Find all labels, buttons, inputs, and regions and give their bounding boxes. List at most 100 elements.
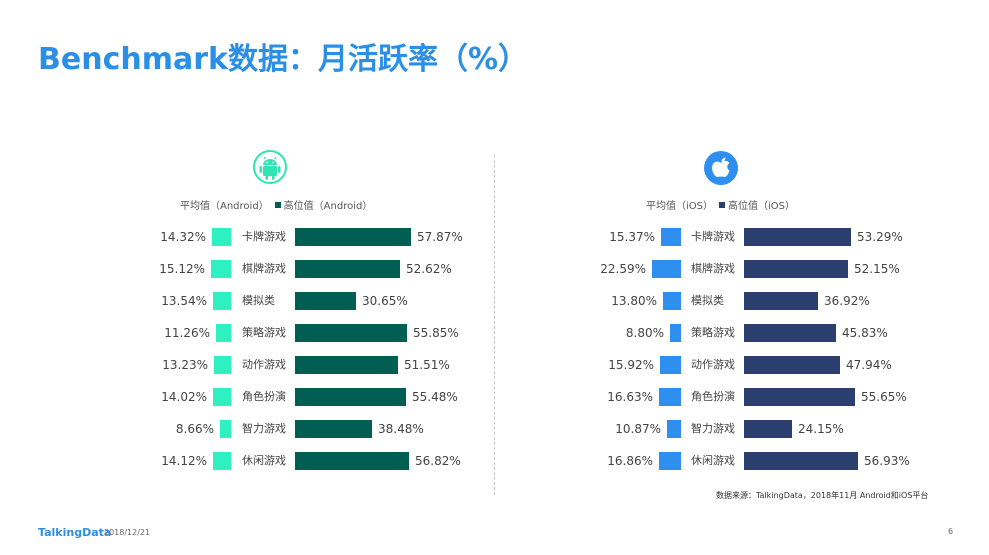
legend-android-high: 高位值（Android） — [283, 201, 373, 212]
ios-high-value-label: 45.83% — [842, 326, 888, 340]
ios-chart-row: 13.80% 模拟类 36.92% — [0, 292, 989, 310]
data-source: 数据来源：TalkingData，2018年11月 Android和iOS平台 — [716, 491, 929, 500]
android-high-value-label: 57.87% — [417, 230, 463, 244]
ios-avg-bar — [659, 452, 681, 470]
ios-avg-bar — [652, 260, 681, 278]
android-chart-row: 11.26% 策略游戏 55.85% — [0, 324, 989, 342]
ios-chart-row: 22.59% 棋牌游戏 52.15% — [0, 260, 989, 278]
android-high-bar — [295, 292, 356, 310]
page-number: 6 — [948, 527, 954, 536]
ios-high-bar — [744, 292, 818, 310]
android-high-bar — [295, 356, 398, 374]
android-category-label: 卡牌游戏 — [242, 230, 286, 243]
android-avg-bar — [214, 356, 231, 374]
android-category-label: 棋牌游戏 — [242, 262, 286, 275]
android-avg-value-label: 14.02% — [161, 390, 207, 404]
ios-avg-value-label: 16.86% — [607, 454, 653, 468]
android-avg-bar — [211, 260, 231, 278]
ios-category-label: 模拟类 — [691, 294, 724, 307]
legend-android-high-swatch — [274, 201, 281, 208]
android-avg-value-label: 14.32% — [160, 230, 206, 244]
ios-high-value-label: 24.15% — [798, 422, 844, 436]
ios-high-bar — [744, 356, 840, 374]
ios-legend: 平均值（iOS） 高位值（iOS） — [646, 197, 795, 212]
ios-avg-value-label: 15.37% — [609, 230, 655, 244]
ios-high-value-label: 56.93% — [864, 454, 910, 468]
ios-high-bar — [744, 324, 836, 342]
android-avg-bar — [213, 452, 231, 470]
android-high-value-label: 56.82% — [415, 454, 461, 468]
ios-high-bar — [744, 420, 792, 438]
android-avg-bar — [212, 228, 231, 246]
ios-avg-bar — [670, 324, 681, 342]
ios-avg-bar — [661, 228, 681, 246]
android-high-bar — [295, 260, 400, 278]
android-category-label: 策略游戏 — [242, 326, 286, 339]
legend-android-avg: 平均值（Android） — [180, 201, 269, 212]
ios-high-value-label: 55.65% — [861, 390, 907, 404]
ios-chart-row: 16.86% 休闲游戏 56.93% — [0, 452, 989, 470]
android-high-value-label: 38.48% — [378, 422, 424, 436]
android-legend: 平均值（Android） 高位值（Android） — [180, 197, 372, 212]
ios-high-bar — [744, 228, 851, 246]
ios-category-label: 棋牌游戏 — [691, 262, 735, 275]
ios-category-label: 策略游戏 — [691, 326, 735, 339]
android-avg-bar — [220, 420, 231, 438]
android-high-value-label: 55.48% — [412, 390, 458, 404]
ios-avg-bar — [663, 292, 681, 310]
android-chart-row: 14.32% 卡牌游戏 57.87% — [0, 228, 989, 246]
ios-high-bar — [744, 388, 855, 406]
ios-high-bar — [744, 452, 858, 470]
ios-avg-bar — [667, 420, 681, 438]
android-avg-value-label: 13.54% — [161, 294, 207, 308]
ios-avg-bar — [659, 388, 681, 406]
android-category-label: 角色扮演 — [242, 390, 286, 403]
android-high-bar — [295, 420, 372, 438]
ios-chart-row: 10.87% 智力游戏 24.15% — [0, 420, 989, 438]
android-category-label: 智力游戏 — [242, 422, 286, 435]
legend-ios-high: 高位值（iOS） — [728, 201, 795, 212]
panel-divider — [494, 155, 495, 495]
ios-avg-value-label: 16.63% — [607, 390, 653, 404]
android-avg-value-label: 13.23% — [162, 358, 208, 372]
android-avg-value-label: 15.12% — [159, 262, 205, 276]
ios-high-bar — [744, 260, 848, 278]
talkingdata-logo: TalkingData — [38, 526, 112, 539]
android-icon — [253, 150, 287, 184]
android-avg-bar — [213, 388, 231, 406]
page-title: Benchmark数据：月活跃率（%） — [38, 42, 529, 77]
ios-chart-row: 15.92% 动作游戏 47.94% — [0, 356, 989, 374]
ios-avg-value-label: 8.80% — [625, 326, 664, 340]
android-high-value-label: 30.65% — [362, 294, 408, 308]
android-chart-row: 13.54% 模拟类 30.65% — [0, 292, 989, 310]
android-category-label: 模拟类 — [242, 294, 275, 307]
ios-chart-row: 16.63% 角色扮演 55.65% — [0, 388, 989, 406]
android-avg-bar — [216, 324, 231, 342]
ios-chart-row: 8.80% 策略游戏 45.83% — [0, 324, 989, 342]
android-category-label: 动作游戏 — [242, 358, 286, 371]
footer-date: 2018/12/21 — [104, 528, 151, 537]
android-chart-row: 15.12% 棋牌游戏 52.62% — [0, 260, 989, 278]
legend-ios-avg: 平均值（iOS） — [646, 201, 713, 212]
ios-high-value-label: 47.94% — [846, 358, 892, 372]
ios-chart-row: 15.37% 卡牌游戏 53.29% — [0, 228, 989, 246]
ios-avg-value-label: 15.92% — [608, 358, 654, 372]
android-chart-row: 14.12% 休闲游戏 56.82% — [0, 452, 989, 470]
android-high-value-label: 52.62% — [406, 262, 452, 276]
android-avg-bar — [213, 292, 231, 310]
android-high-bar — [295, 228, 411, 246]
ios-category-label: 智力游戏 — [691, 422, 735, 435]
android-high-bar — [295, 324, 407, 342]
ios-category-label: 卡牌游戏 — [691, 230, 735, 243]
android-avg-value-label: 14.12% — [161, 454, 207, 468]
android-high-bar — [295, 388, 406, 406]
apple-icon — [704, 151, 738, 185]
ios-avg-value-label: 10.87% — [615, 422, 661, 436]
ios-high-value-label: 52.15% — [854, 262, 900, 276]
android-avg-value-label: 11.26% — [164, 326, 210, 340]
android-avg-value-label: 8.66% — [175, 422, 214, 436]
ios-avg-value-label: 22.59% — [600, 262, 646, 276]
android-category-label: 休闲游戏 — [242, 454, 286, 467]
ios-high-value-label: 36.92% — [824, 294, 870, 308]
android-chart-row: 13.23% 动作游戏 51.51% — [0, 356, 989, 374]
